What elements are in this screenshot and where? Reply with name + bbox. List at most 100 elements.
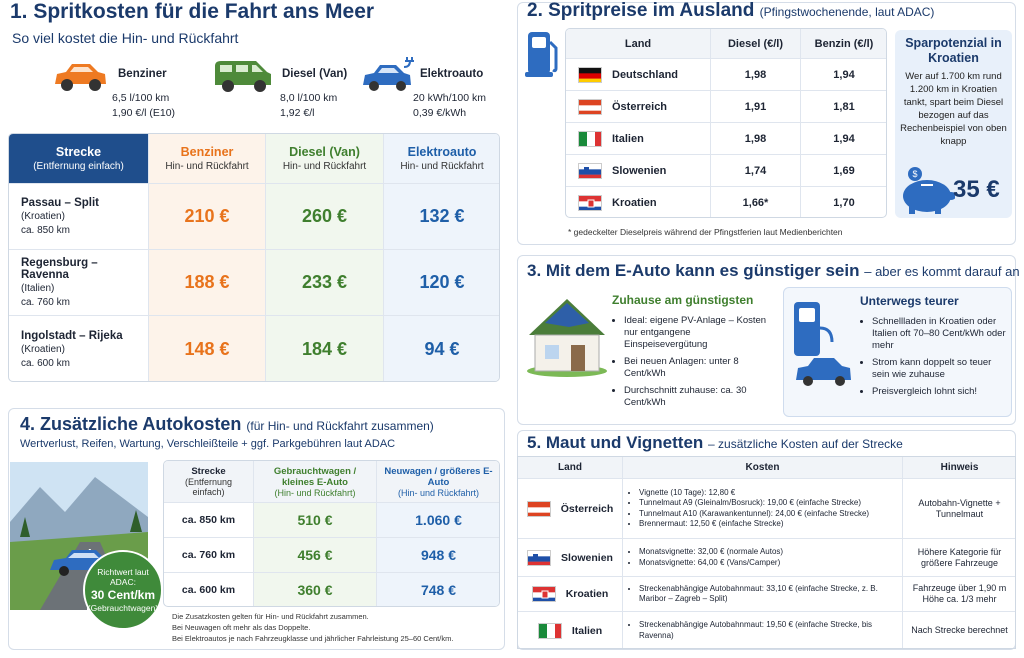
cost-item: Tunnelmaut A9 (Gleinalm/Bosruck): 19,00 … [639, 498, 896, 509]
footnote: Bei Neuwagen oft mehr als das Doppelte. [172, 623, 311, 632]
cost-list: Streckenabhängige Autobahnmaut: 19,50 € … [627, 620, 896, 641]
cost: 94 € [424, 338, 460, 359]
fuel-price-table: Land Diesel (€/l) Benzin (€/l) Deutschland 1… [565, 28, 887, 218]
price-cell: 1,94 [801, 59, 886, 91]
vehicle-price: 0,39 €/kWh [413, 107, 467, 119]
graphic [70, 67, 93, 72]
country-cell: Deutschland [566, 59, 711, 91]
flag [526, 500, 551, 517]
home-block: Zuhause am günstigsten Ideal: eigene PV-… [612, 293, 772, 414]
badge-rate: 30 Cent/km [90, 588, 156, 602]
header-title: Neuwagen / größeres E-Auto [384, 465, 493, 488]
route-cell: Regensburg – Ravenna (Italien) ca. 760 km [9, 250, 149, 316]
cost-cell: Monatsvignette: 32,00 € (normale Autos)M… [623, 539, 903, 577]
country: Österreich [612, 100, 668, 113]
header-text: Benzin (€/l) [814, 37, 874, 50]
country-cell: Österreich [566, 91, 711, 123]
flag-stripe [532, 587, 555, 593]
flag [578, 162, 602, 179]
country: Slowenien [612, 164, 667, 177]
bullet: Schnellladen in Kroatien oder Italien of… [872, 316, 1010, 352]
note-cell: Autobahn-Vignette + Tunnelmaut [903, 479, 1015, 539]
distance: ca. 600 km [181, 584, 236, 596]
country-cell: Italien [518, 612, 623, 648]
flag-stripe [579, 206, 601, 210]
flag-stripe [527, 512, 550, 516]
s5-subtitle: – zusätzliche Kosten auf der Strecke [708, 437, 903, 451]
bullet: Ideal: eigene PV-Anlage – Kosten nur ent… [624, 315, 772, 351]
header-cell: Land [566, 29, 711, 59]
cost: 148 € [184, 338, 230, 359]
graphic [369, 81, 379, 91]
header-title: Gebrauchtwagen / kleines E-Auto [273, 465, 357, 488]
flag-stripe [527, 501, 550, 508]
country-cell: Slowenien [566, 155, 711, 187]
price: 1,98 [744, 132, 767, 145]
note-cell: Nach Strecke berechnet [903, 612, 1015, 648]
price-cell: 1,70 [801, 187, 886, 217]
cell: 748 € [377, 573, 499, 606]
flag-stripe [528, 561, 551, 565]
graphic [532, 37, 546, 48]
s1-title: 1. Spritkosten für die Fahrt ans Meer [10, 0, 375, 23]
vehicle-price: 1,92 €/l [280, 107, 315, 119]
graphic [222, 80, 234, 92]
badge-label: Richtwert laut ADAC: [97, 567, 149, 587]
route-cell: Ingolstadt – Rijeka (Kroatien) ca. 600 km [9, 316, 149, 381]
flag-stripe [532, 597, 555, 601]
graphic: $ [912, 169, 917, 179]
header-cell: Neuwagen / größeres E-Auto (Hin- und Rück… [377, 461, 499, 503]
savings-title: Sparpotenzial in Kroatien [905, 36, 1002, 65]
s4-footnotes: Die Zusatzkosten gelten für Hin- und Rüc… [172, 611, 453, 644]
header-cell: Benzin (€/l) [801, 29, 886, 59]
graphic [819, 326, 834, 343]
graphic [921, 184, 933, 186]
e-car-icon [363, 57, 414, 91]
cost-item: Streckenabhängige Autobahnmaut: 19,50 € … [639, 620, 896, 641]
flag-stripe [579, 110, 601, 114]
home-bullets: Ideal: eigene PV-Anlage – Kosten nur ent… [612, 315, 772, 409]
road-block: Unterwegs teurer Schnellladen in Kroatie… [860, 294, 1010, 403]
vehicle-consumption: 20 kWh/100 km [413, 92, 486, 104]
flag-stripe [579, 67, 601, 74]
flag-stripe [579, 99, 601, 106]
note: Nach Strecke berechnet [911, 625, 1008, 635]
country: Italien [571, 624, 603, 637]
price: 1,98 [744, 68, 767, 81]
cell: 1.060 € [377, 503, 499, 538]
graphic [935, 206, 941, 214]
s2-title-text: 2. Spritpreise im Ausland [527, 0, 755, 21]
vehicle-name: Diesel (Van) [282, 68, 348, 80]
country: Deutschland [612, 68, 679, 81]
cost-cell: Streckenabhängige Autobahnmaut: 19,50 € … [623, 612, 903, 648]
country-cell: Italien [566, 123, 711, 155]
flag [578, 194, 602, 211]
charger-icon [794, 302, 851, 386]
cost-item: Brennermaut: 12,50 € (einfache Strecke) [639, 519, 896, 530]
header-title: Diesel (Van) [289, 145, 360, 159]
cost: 360 € [297, 582, 333, 598]
vehicle-consumption: 6,5 l/100 km [112, 92, 170, 104]
s5-title: 5. Maut und Vignetten – zusätzliche Kost… [527, 433, 903, 453]
flag-stripe [587, 131, 596, 146]
graphic [61, 79, 73, 91]
piggy-bank-icon: $ [903, 167, 955, 214]
cost: 120 € [419, 272, 465, 292]
route: Regensburg – Ravenna [21, 257, 98, 281]
s4-title: 4. Zusätzliche Autokosten (für Hin- und … [20, 414, 434, 435]
price: 1,66* [742, 196, 769, 209]
cost-cell: 132 € [384, 184, 499, 250]
graphic [946, 192, 955, 200]
header-cell: Diesel (€/l) [711, 29, 801, 59]
flag-crest [541, 590, 549, 599]
header-text: Hinweis [940, 462, 979, 473]
flag [531, 586, 556, 602]
price: 1,74 [744, 164, 767, 177]
country-cell: Slowenien [518, 539, 623, 577]
flag-stripe [579, 78, 601, 82]
cost: 1.060 € [415, 512, 462, 528]
header-sub: (Entfernung einfach) [33, 161, 124, 172]
header-text: Kosten [745, 462, 780, 473]
price: 1,81 [833, 100, 855, 113]
price-cell: 1,69 [801, 155, 886, 187]
